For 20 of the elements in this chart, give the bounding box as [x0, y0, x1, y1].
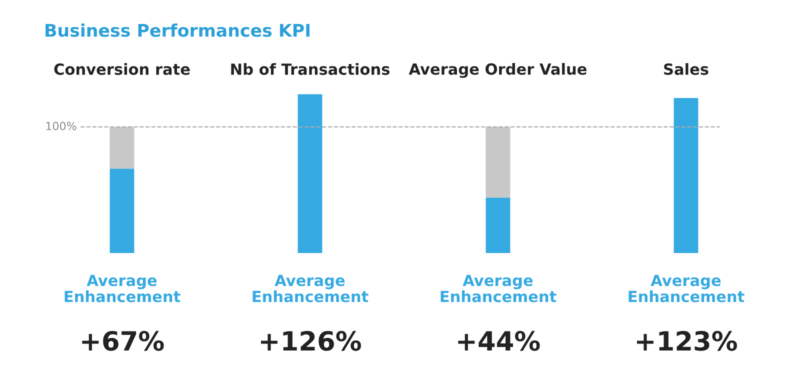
data-label: +44% — [458, 330, 540, 351]
bar — [486, 126, 510, 198]
bar — [486, 198, 510, 254]
text: Average Enhancement — [64, 274, 180, 302]
ref-line-label: 100% — [46, 122, 76, 130]
data-label: +126% — [260, 330, 361, 351]
chart-title: Business Performances KPI — [46, 23, 310, 37]
data-label: +123% — [636, 330, 737, 351]
bar — [110, 126, 134, 169]
data-label: +67% — [82, 330, 164, 351]
text: Average Enhancement — [628, 274, 744, 302]
bar — [674, 98, 698, 254]
bar — [110, 168, 134, 254]
x-tick-label: Conversion rate — [54, 63, 190, 75]
x-tick-label: Sales — [664, 63, 708, 75]
x-tick-label: Nb of Transactions — [231, 63, 390, 75]
text: Average Enhancement — [252, 274, 368, 302]
text: Average Enhancement — [440, 274, 556, 302]
x-tick-label: Average Order Value — [408, 63, 587, 78]
bar — [298, 94, 322, 254]
